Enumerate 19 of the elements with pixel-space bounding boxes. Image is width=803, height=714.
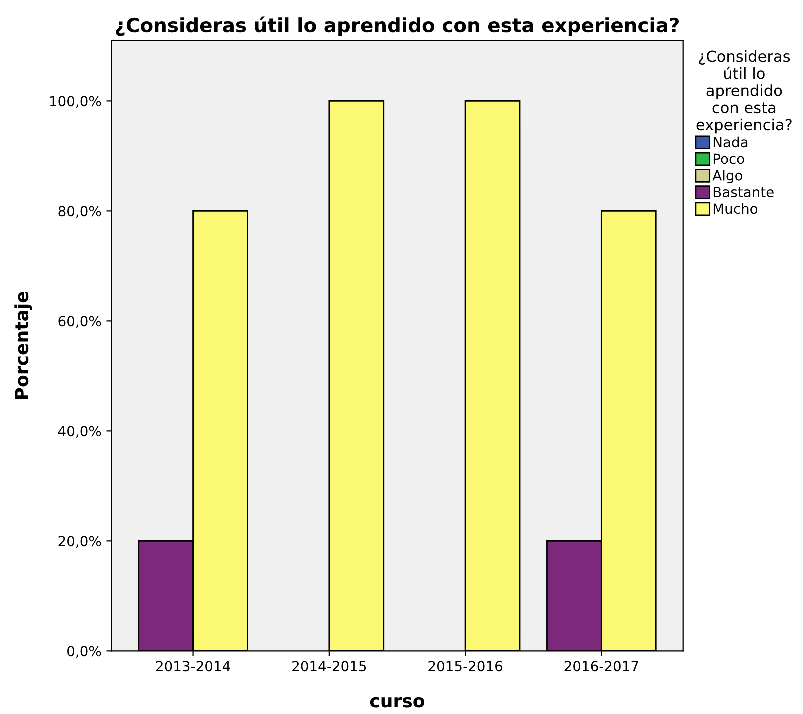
legend-label: Nada: [714, 136, 748, 148]
y-tick-label: 100,0%: [50, 96, 102, 108]
legend-label: Poco: [714, 154, 744, 164]
x-tick-label: 2013-2014: [156, 661, 230, 672]
x-tick-label: 2014-2015: [292, 661, 366, 672]
y-tick-label: 20,0%: [58, 536, 102, 548]
legend-label: Mucho: [714, 203, 758, 214]
legend-label: Algo: [712, 170, 743, 184]
x-axis-title: curso: [370, 697, 425, 708]
legend-label: Bastante: [714, 187, 774, 198]
y-tick-label: 80,0%: [58, 206, 102, 218]
y-tick-label: 0,0%: [68, 646, 102, 658]
y-tick-label: 40,0%: [58, 426, 102, 438]
legend-title: ¿Consideras útil lo aprendido con esta experiencia?: [696, 50, 792, 134]
x-tick-label: 2015-2016: [428, 661, 503, 672]
chart-title: ¿Consideras útil lo aprendido con esta experiencia?: [116, 16, 680, 36]
x-tick-label: 2016-2017: [564, 661, 638, 672]
y-tick-label: 60,0%: [58, 316, 102, 328]
y-axis-title: Porcentaje: [14, 292, 32, 400]
